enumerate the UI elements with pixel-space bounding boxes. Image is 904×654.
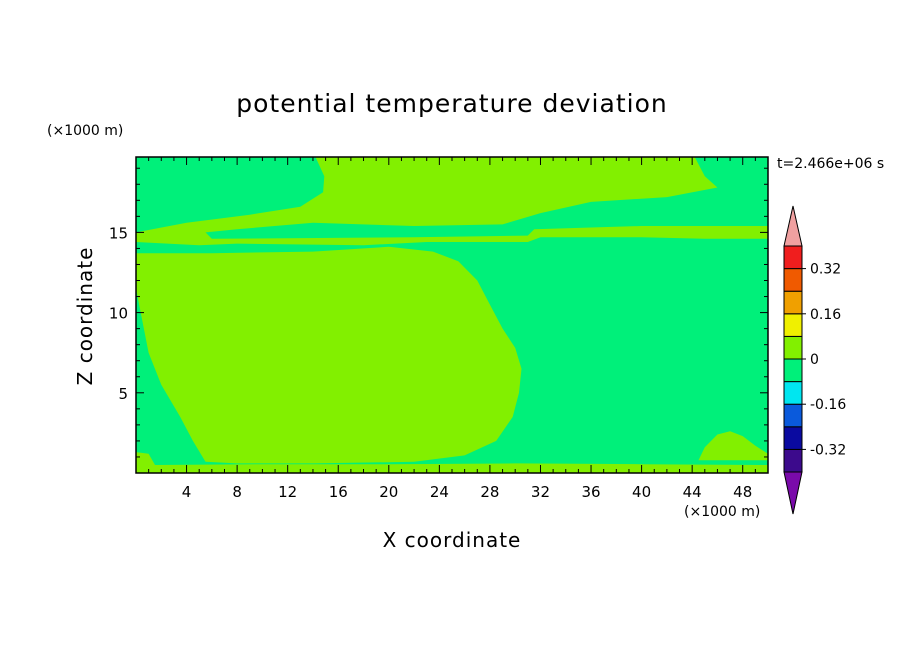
colorbar-under-arrow bbox=[783, 471, 803, 515]
colorbar-segment bbox=[783, 290, 803, 315]
time-label: t=2.466e+06 s bbox=[777, 156, 884, 172]
colorbar-label: 0 bbox=[810, 352, 819, 368]
colorbar-segment bbox=[783, 426, 803, 450]
colorbar-over-arrow bbox=[783, 205, 803, 247]
contour-region-3 bbox=[136, 452, 768, 473]
colorbar-segment bbox=[783, 448, 803, 473]
colorbar-segment bbox=[783, 313, 803, 337]
contour-region-2 bbox=[698, 431, 768, 461]
x-tick-label: 12 bbox=[278, 483, 297, 501]
colorbar-label: 0.32 bbox=[810, 262, 841, 278]
contour-region-0 bbox=[136, 246, 522, 464]
x-tick-label: 40 bbox=[632, 483, 651, 501]
x-tick-label: 20 bbox=[379, 483, 398, 501]
colorbar-label: 0.16 bbox=[810, 307, 841, 323]
y-unit-label: (×1000 m) bbox=[47, 123, 123, 139]
colorbar-segment bbox=[783, 403, 803, 428]
x-tick-label: 4 bbox=[182, 483, 192, 501]
x-tick-label: 32 bbox=[531, 483, 550, 501]
x-axis-label: X coordinate bbox=[383, 528, 522, 552]
y-axis-label: Z coordinate bbox=[73, 247, 97, 386]
colorbar-segment bbox=[783, 245, 803, 270]
x-tick-label: 36 bbox=[581, 483, 600, 501]
colorbar-label: -0.32 bbox=[810, 442, 846, 458]
x-unit-label: (×1000 m) bbox=[684, 504, 760, 520]
x-tick-label: 24 bbox=[430, 483, 449, 501]
y-tick-label: 15 bbox=[109, 224, 128, 242]
colorbar: 0.32 0.16 0 -0.16 -0.32 bbox=[783, 205, 846, 515]
y-tick-label: 10 bbox=[109, 305, 128, 323]
x-tick-label: 8 bbox=[232, 483, 242, 501]
x-tick-label: 44 bbox=[683, 483, 702, 501]
colorbar-segment bbox=[783, 335, 803, 360]
y-tick-label: 5 bbox=[118, 385, 128, 403]
colorbar-segment bbox=[783, 268, 803, 292]
chart-title: potential temperature deviation bbox=[236, 89, 667, 118]
contour-region-1 bbox=[136, 157, 768, 246]
colorbar-segment bbox=[783, 381, 803, 405]
colorbar-segment bbox=[783, 358, 803, 383]
colorbar-label: -0.16 bbox=[810, 397, 846, 413]
x-tick-label: 16 bbox=[329, 483, 348, 501]
x-tick-label: 28 bbox=[480, 483, 499, 501]
x-tick-label: 48 bbox=[733, 483, 752, 501]
